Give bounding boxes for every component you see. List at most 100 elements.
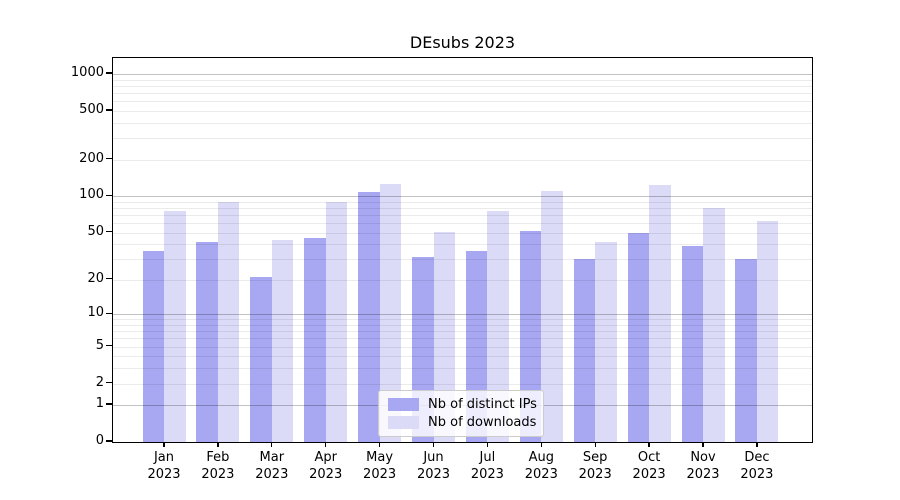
minor-gridline (113, 331, 812, 333)
bar-downloads-may (379, 184, 402, 442)
x-tick-mark (648, 442, 650, 447)
x-tick-year: 2023 (309, 467, 343, 482)
minor-gridline (113, 138, 812, 139)
x-tick-label: Jul 2023 (447, 449, 527, 483)
minor-gridline (113, 110, 812, 112)
minor-gridline (113, 101, 812, 103)
x-tick-month: May (366, 450, 394, 465)
x-tick-label: Oct 2023 (609, 449, 689, 483)
x-tick-mark (594, 442, 596, 447)
bar-downloads-sep (595, 241, 617, 442)
legend-label: Nb of downloads (428, 414, 537, 430)
x-tick-mark (702, 442, 704, 447)
x-tick-year: 2023 (201, 467, 235, 482)
x-tick-label: May 2023 (340, 449, 420, 483)
minor-gridline (113, 356, 812, 358)
minor-gridline (113, 159, 812, 161)
x-tick-year: 2023 (578, 467, 612, 482)
bar-downloads-mar (271, 240, 294, 442)
x-tick-mark (378, 442, 381, 447)
bar-downloads-jan (164, 210, 186, 442)
minor-gridline (113, 207, 812, 209)
x-tick-year: 2023 (524, 467, 558, 482)
x-tick-month: Sep (582, 450, 608, 465)
x-tick-month: Dec (744, 450, 770, 465)
minor-gridline (113, 319, 812, 321)
bar-distinct-ips-oct (627, 232, 650, 442)
legend-label: Nb of distinct IPs (428, 397, 537, 413)
legend-swatch (388, 415, 419, 429)
x-tick-year: 2023 (255, 467, 289, 482)
x-tick-year: 2023 (740, 467, 774, 482)
minor-gridline (113, 244, 812, 246)
major-gridline (113, 314, 812, 316)
x-tick-mark (432, 442, 435, 447)
minor-gridline (113, 122, 812, 124)
y-tick-mark (105, 194, 112, 196)
y-tick-label: 100 (79, 187, 104, 203)
bar-distinct-ips-aug (519, 230, 542, 442)
minor-gridline (113, 368, 812, 370)
x-tick-month: Apr (314, 450, 337, 465)
y-tick-mark (105, 230, 112, 233)
minor-gridline (113, 259, 812, 261)
bar-distinct-ips-sep (573, 259, 596, 442)
bar-distinct-ips-dec (735, 259, 757, 442)
y-tick-label: 1 (95, 396, 104, 412)
minor-gridline (113, 85, 812, 87)
y-tick-mark (105, 403, 112, 405)
x-tick-month: Nov (690, 450, 716, 465)
minor-gridline (113, 223, 812, 224)
x-tick-mark (271, 442, 273, 447)
y-tick-label: 500 (79, 101, 104, 117)
plot-area (112, 57, 813, 443)
minor-gridline (113, 279, 812, 281)
legend-item-distinct-ips: Nb of distinct IPs (388, 397, 537, 413)
minor-gridline (113, 383, 812, 385)
y-tick-label: 5 (95, 337, 104, 353)
legend-item-downloads: Nb of downloads (388, 414, 537, 430)
y-tick-label: 0 (95, 433, 104, 448)
x-tick-mark (163, 442, 165, 447)
x-tick-month: Jul (479, 450, 496, 465)
y-tick-label: 1000 (70, 65, 104, 80)
x-tick-label: Jan 2023 (124, 449, 204, 483)
x-tick-month: Aug (528, 450, 554, 465)
minor-gridline (113, 93, 812, 94)
y-tick-label: 10 (87, 305, 104, 321)
y-tick-label: 50 (87, 223, 104, 239)
minor-gridline (113, 214, 812, 216)
minor-gridline (113, 79, 812, 81)
x-tick-label: Mar 2023 (232, 449, 312, 483)
x-tick-mark (325, 442, 327, 447)
y-tick-mark (105, 440, 112, 442)
y-tick-label: 200 (79, 150, 104, 166)
bar-downloads-jun (433, 231, 455, 442)
bar-downloads-oct (649, 184, 671, 442)
bar-downloads-dec (756, 221, 779, 442)
legend-swatch (388, 398, 419, 412)
bar-downloads-apr (325, 201, 348, 442)
minor-gridline (113, 232, 812, 234)
bar-distinct-ips-may (358, 192, 380, 442)
chart-title: DEsubs 2023 (409, 33, 516, 52)
x-tick-mark (540, 442, 542, 447)
x-tick-mark (756, 442, 758, 447)
x-tick-year: 2023 (416, 467, 451, 482)
x-tick-year: 2023 (632, 467, 666, 482)
bar-distinct-ips-apr (304, 238, 326, 442)
x-tick-label: Aug 2023 (501, 449, 581, 483)
x-tick-label: Jun 2023 (394, 449, 474, 483)
major-gridline (113, 74, 812, 75)
minor-gridline (113, 325, 812, 326)
bar-distinct-ips-mar (250, 277, 272, 442)
y-tick-mark (105, 344, 112, 347)
x-tick-label: Sep 2023 (555, 449, 635, 483)
bar-downloads-jul (487, 211, 509, 442)
x-tick-label: Nov 2023 (663, 449, 743, 483)
minor-gridline (113, 201, 812, 203)
y-tick-mark (105, 157, 112, 160)
bar-downloads-feb (217, 201, 240, 442)
y-tick-mark (105, 278, 112, 280)
